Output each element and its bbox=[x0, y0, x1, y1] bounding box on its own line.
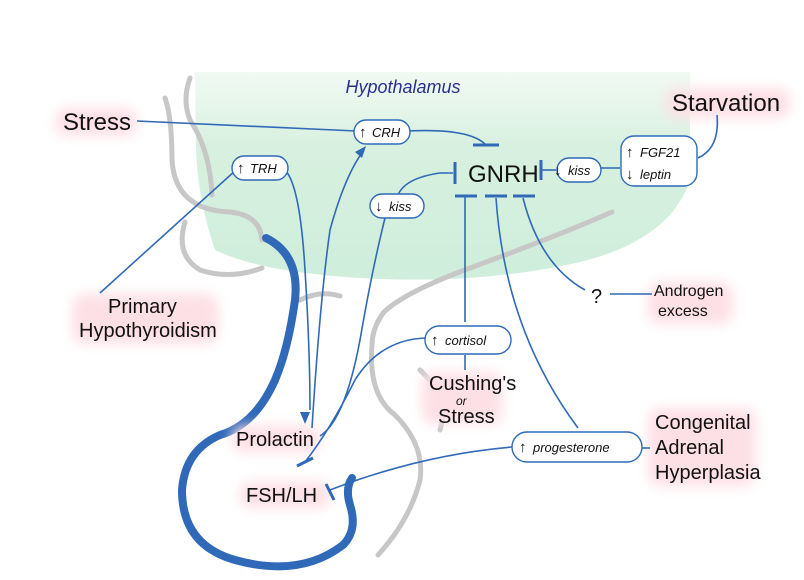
pill-fgf21-leptin: ↑ FGF21 ↓ leptin bbox=[626, 144, 680, 183]
hypothalamus-region bbox=[195, 72, 690, 280]
inhibition-bars bbox=[296, 143, 543, 501]
leptin-text: leptin bbox=[640, 167, 671, 182]
pituitary-outline bbox=[177, 234, 357, 571]
cushings-label: Cushing's bbox=[429, 373, 516, 395]
or-label: or bbox=[456, 394, 468, 408]
hypothalamus-title: Hypothalamus bbox=[345, 77, 460, 97]
androgen-line1: Androgen bbox=[654, 283, 723, 300]
prolactin-label: Prolactin bbox=[236, 429, 314, 451]
stress-label: Stress bbox=[63, 109, 131, 136]
trh-text: TRH bbox=[250, 161, 277, 176]
fgf21-text: FGF21 bbox=[640, 145, 680, 160]
up-arrow-icon: ↑ bbox=[237, 160, 245, 177]
kiss-right-text: kiss bbox=[568, 163, 591, 178]
pill-kiss-left: ↓ kiss bbox=[375, 198, 412, 215]
cortisol-text: cortisol bbox=[445, 333, 487, 348]
up-arrow-icon: ↑ bbox=[626, 144, 634, 161]
down-arrow-icon: ↓ bbox=[554, 162, 562, 179]
cah-line1: Congenital bbox=[655, 412, 751, 434]
fsh-lh-label: FSH/LH bbox=[246, 485, 317, 507]
up-arrow-icon: ↑ bbox=[519, 439, 527, 456]
pill-crh: ↑ CRH bbox=[359, 124, 401, 141]
starvation-label: Starvation bbox=[672, 90, 780, 117]
primary-hypothyroidism-line2: Hypothyroidism bbox=[79, 320, 217, 342]
pill-progesterone: ↑ progesterone bbox=[519, 439, 610, 456]
pill-cortisol: ↑ cortisol bbox=[431, 332, 487, 349]
gnrh-label: GNRH bbox=[468, 161, 539, 188]
cah-line3: Hyperplasia bbox=[655, 462, 761, 484]
arrowheads bbox=[300, 146, 366, 424]
crh-text: CRH bbox=[372, 125, 401, 140]
pill-trh: ↑ TRH bbox=[237, 160, 277, 177]
progesterone-text: progesterone bbox=[532, 440, 610, 455]
up-arrow-icon: ↑ bbox=[431, 332, 439, 349]
pathway-lines bbox=[99, 114, 719, 491]
androgen-line2: excess bbox=[658, 303, 708, 320]
cah-line2: Adrenal bbox=[655, 437, 724, 459]
pill-boxes bbox=[231, 119, 698, 463]
question-mark: ? bbox=[591, 286, 602, 308]
kiss-left-text: kiss bbox=[389, 199, 412, 214]
brain-anatomy-outline bbox=[162, 75, 615, 558]
down-arrow-icon: ↓ bbox=[626, 166, 634, 183]
up-arrow-icon: ↑ bbox=[359, 124, 367, 141]
pill-kiss-right: ↓ kiss bbox=[554, 162, 591, 179]
stress-secondary-label: Stress bbox=[438, 406, 495, 428]
label-glows bbox=[55, 88, 790, 508]
down-arrow-icon: ↓ bbox=[375, 198, 383, 215]
primary-hypothyroidism-line1: Primary bbox=[108, 296, 177, 318]
